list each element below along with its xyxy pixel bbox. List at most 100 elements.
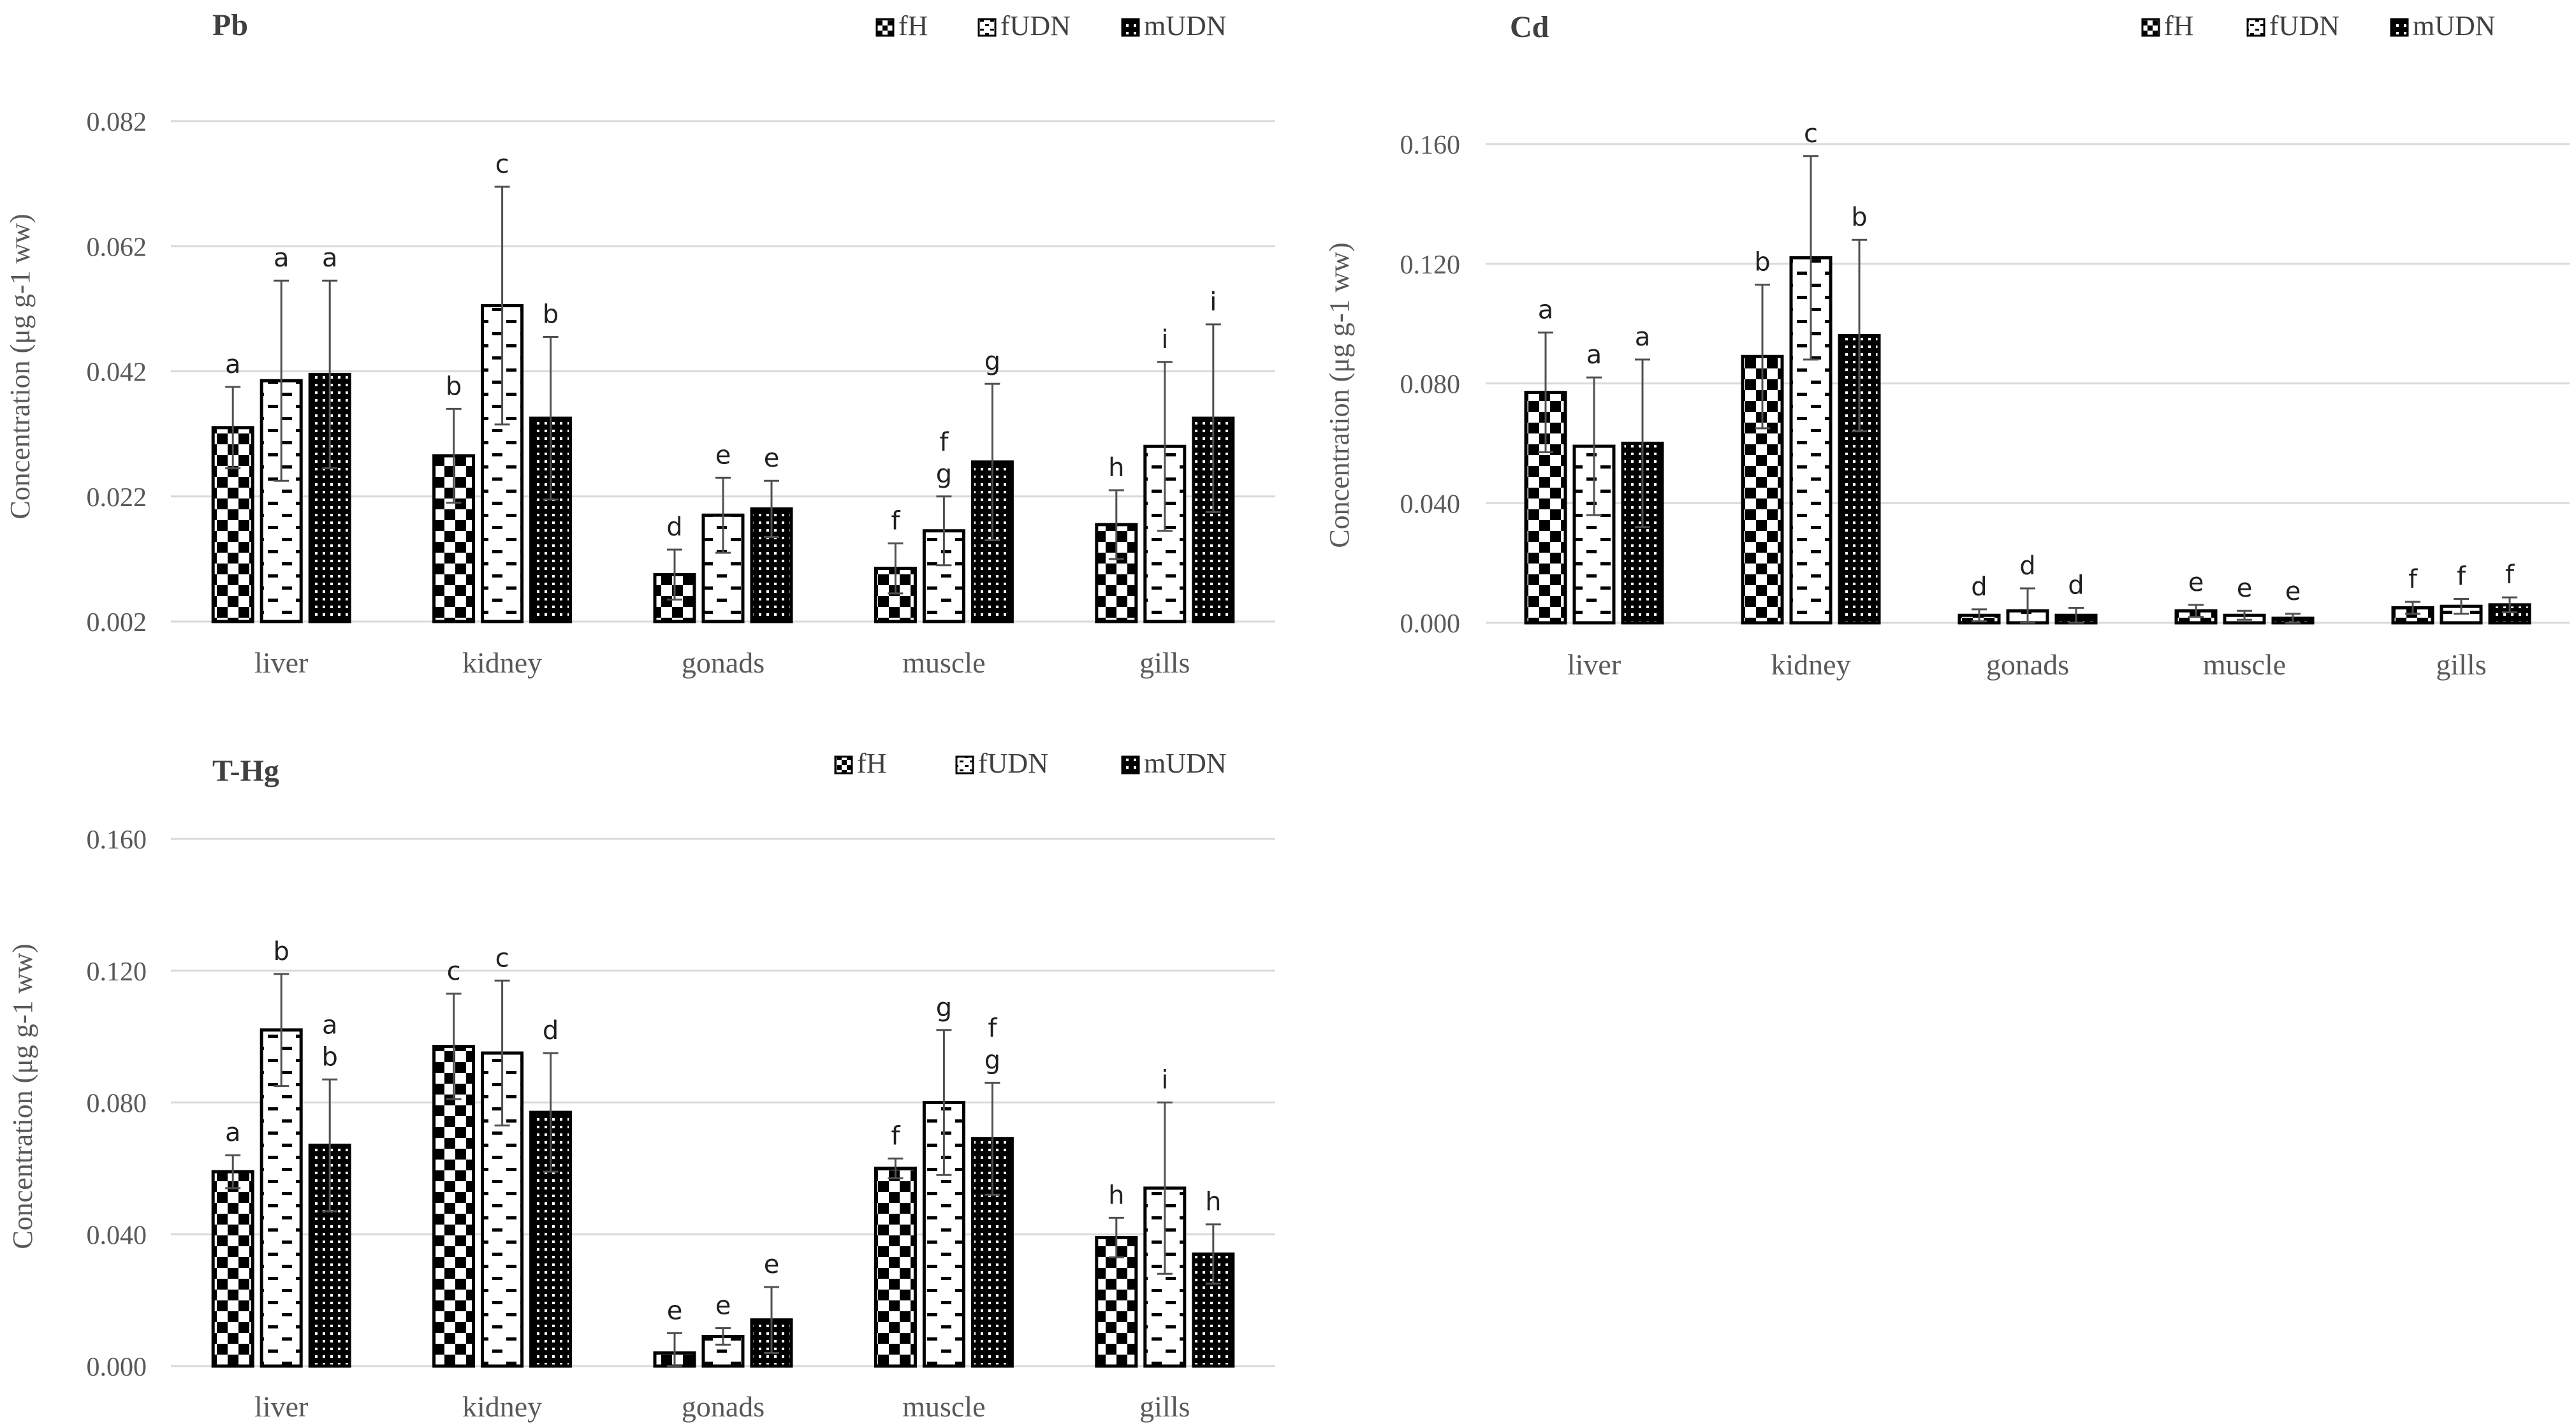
error-bar — [2285, 613, 2301, 624]
legend-label: fUDN — [2269, 10, 2339, 41]
significance-letter: a — [274, 244, 289, 273]
significance-letter: e — [764, 444, 780, 473]
x-tick-label: muscle — [902, 646, 985, 679]
legend-label: mUDN — [1144, 10, 1227, 41]
significance-letter: e — [2237, 574, 2253, 603]
significance-letter: a — [322, 244, 338, 273]
chart-title: Pb — [212, 8, 248, 42]
x-tick-label: gills — [1139, 646, 1190, 679]
significance-letter: e — [764, 1250, 780, 1279]
significance-letter: f — [2505, 560, 2515, 590]
x-tick-label: liver — [254, 646, 308, 679]
significance-letter: c — [495, 943, 509, 973]
legend-item-mUDN: mUDN — [1121, 748, 1227, 779]
error-bar — [2188, 604, 2204, 618]
significance-letter: c — [495, 150, 509, 179]
error-bar — [322, 279, 338, 470]
significance-letter: b — [543, 300, 559, 330]
bar-fH — [874, 1167, 917, 1368]
error-bar — [715, 476, 731, 554]
error-bar — [888, 1157, 904, 1179]
significance-letter: a — [1538, 296, 1554, 325]
significance-letter: b — [446, 372, 462, 401]
y-tick-label: 0.080 — [1400, 370, 1461, 400]
legend-item-fUDN: fUDN — [977, 10, 1071, 41]
y-axis-title: Concentration (μg g-1 ww) — [4, 214, 36, 519]
error-bar — [667, 548, 682, 601]
error-bar — [1538, 331, 1553, 453]
significance-letter: b — [1851, 203, 1867, 232]
error-bar — [446, 993, 462, 1100]
x-tick-label: gills — [1139, 1390, 1190, 1423]
chart-title: T-Hg — [212, 754, 279, 788]
error-bar — [936, 495, 952, 567]
significance-letter: a — [1635, 323, 1651, 352]
legend-label: mUDN — [2413, 10, 2496, 41]
error-bar — [2502, 596, 2517, 614]
bar-mUDN — [1838, 333, 1881, 625]
error-bar — [1108, 489, 1124, 560]
bar-fH — [1095, 1235, 1138, 1368]
significance-letter: a — [225, 350, 241, 379]
chart-t-hg: T-Hg Concentration (μg g-1 ww) 0.000 0.04… — [7, 748, 1275, 1423]
significance-letter: f — [891, 1121, 900, 1151]
significance-letter: e — [2188, 568, 2204, 597]
x-tick-label: kidney — [462, 1390, 542, 1423]
y-tick-label: 0.062 — [87, 233, 147, 262]
error-bar — [764, 479, 779, 539]
x-tick-label: liver — [1567, 648, 1621, 681]
error-bar — [2020, 587, 2035, 624]
x-tick-label: muscle — [902, 1390, 985, 1423]
significance-letter: a — [225, 1118, 241, 1147]
significance-letter: f — [2457, 562, 2466, 591]
legend-swatch — [977, 18, 997, 37]
error-bar — [936, 1029, 952, 1176]
y-tick-label: 0.082 — [87, 108, 147, 137]
significance-letter: c — [1804, 119, 1818, 149]
error-bar — [2454, 597, 2469, 615]
x-tick-label: gonads — [682, 646, 765, 679]
significance-letter: e — [667, 1296, 683, 1325]
y-tick-label: 0.042 — [87, 358, 147, 388]
legend-label: mUDN — [1144, 748, 1227, 779]
error-bar — [1205, 323, 1221, 513]
error-bar — [1972, 608, 1987, 623]
legend-swatch — [2246, 18, 2265, 37]
legend-item-fH: fH — [2141, 10, 2193, 41]
y-tick-label: 0.160 — [1400, 131, 1461, 160]
legend-swatch — [1121, 18, 1140, 37]
significance-letter: f — [988, 1014, 997, 1043]
significance-letter: e — [2285, 577, 2301, 606]
significance-letter: h — [1205, 1188, 1221, 1217]
x-tick-label: liver — [254, 1390, 308, 1423]
legend-item-fUDN: fUDN — [2246, 10, 2339, 41]
error-bar — [446, 407, 462, 504]
legend-swatch — [2141, 18, 2160, 37]
error-bar — [764, 1286, 779, 1354]
significance-letter: i — [1161, 1066, 1168, 1095]
y-tick-label: 0.120 — [87, 957, 147, 987]
error-bar — [1108, 1216, 1124, 1258]
legend-label: fUDN — [1000, 10, 1071, 41]
significance-letter: e — [715, 1291, 731, 1321]
error-bar — [1205, 1223, 1221, 1285]
significance-letter: c — [447, 957, 461, 986]
error-bar — [1755, 284, 1770, 430]
significance-letter: h — [1108, 1181, 1124, 1210]
significance-letter: f — [939, 428, 949, 457]
significance-letter: d — [1971, 572, 1987, 602]
y-tick-label: 0.002 — [87, 608, 147, 637]
y-tick-label: 0.040 — [1400, 490, 1461, 519]
error-bar — [2237, 609, 2252, 621]
legend-label: fH — [857, 748, 886, 779]
error-bar — [1157, 1102, 1173, 1275]
error-bar — [225, 386, 241, 470]
error-bar — [543, 336, 559, 501]
y-tick-label: 0.040 — [87, 1221, 147, 1250]
significance-letter: f — [891, 506, 900, 535]
legend-swatch — [834, 755, 853, 775]
error-bar — [1852, 238, 1867, 433]
chart-pb: Pb Concentration (μg g-1 ww) 0.002 0.022 0… — [4, 8, 1275, 679]
significance-letter: g — [984, 1045, 1000, 1075]
